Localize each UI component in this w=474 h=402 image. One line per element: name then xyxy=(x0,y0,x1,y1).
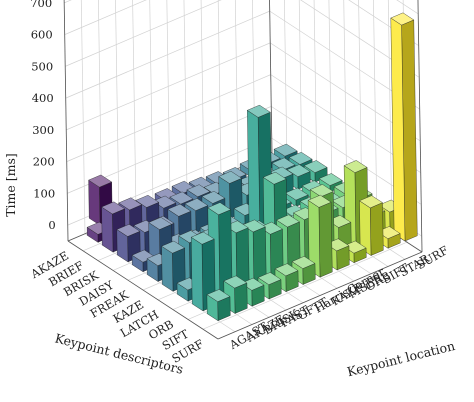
z-tick-label: 300 xyxy=(32,123,54,137)
wall-grid-line xyxy=(66,42,271,131)
wall-grid-line xyxy=(200,0,205,184)
wall-grid-line xyxy=(313,0,318,184)
wall-grid-line xyxy=(217,0,222,176)
z-tick-label: 0 xyxy=(48,218,55,232)
z-tick-label: 200 xyxy=(33,155,55,169)
z-tick-label: 500 xyxy=(31,59,53,73)
wall-grid-line xyxy=(65,10,270,99)
wall-grid-line xyxy=(387,0,393,233)
bars xyxy=(86,12,418,322)
z-tick-label: 700 xyxy=(30,0,52,10)
bar xyxy=(206,289,231,322)
wall-grid-line xyxy=(64,0,147,35)
wall-grid-line xyxy=(132,0,137,213)
wall-grid-line xyxy=(115,0,120,220)
bar xyxy=(359,195,384,256)
pane-edge xyxy=(217,251,423,340)
z-tick-label: 100 xyxy=(33,186,55,200)
left-wall-pane xyxy=(64,0,272,241)
pane-edge xyxy=(63,0,69,242)
wall-grid-line xyxy=(234,0,239,169)
z-tick-label: 600 xyxy=(31,28,53,42)
wall-grid-line xyxy=(66,74,271,162)
wall-grid-line xyxy=(65,0,222,67)
wall-grid-line xyxy=(149,0,154,205)
wall-grid-line xyxy=(328,0,333,194)
pane-edge xyxy=(67,240,219,340)
bar xyxy=(161,240,186,292)
pane-edge xyxy=(417,0,423,253)
bar xyxy=(390,12,418,242)
bar xyxy=(246,104,273,239)
y-axis-title: Keypoint location xyxy=(345,338,456,379)
bar xyxy=(307,194,333,278)
wall-grid-line xyxy=(298,0,303,174)
pane-edge xyxy=(269,0,273,155)
wall-grid-line xyxy=(183,0,188,191)
wall-grid-line xyxy=(373,0,378,223)
z-tick-label: 400 xyxy=(32,91,54,105)
wall-grid-line xyxy=(80,0,86,234)
wall-grid-line xyxy=(284,0,288,164)
wall-grid-line xyxy=(166,0,171,198)
z-axis-title: Time [ms] xyxy=(3,153,18,217)
wall-grid-line xyxy=(343,0,348,204)
